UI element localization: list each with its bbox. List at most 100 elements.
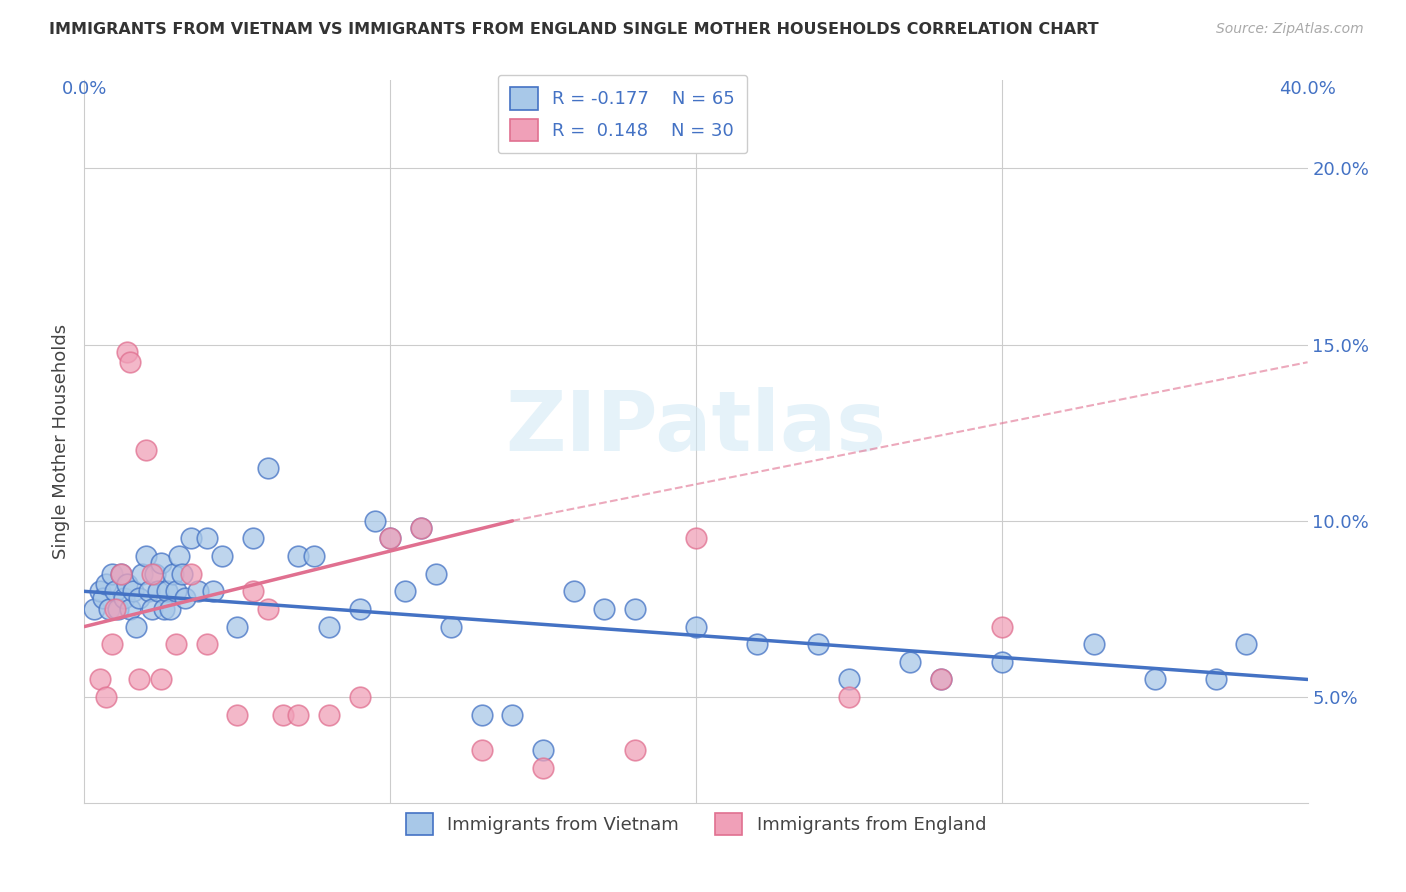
Point bbox=[1236, 637, 1258, 651]
Point bbox=[174, 591, 197, 606]
Point bbox=[110, 566, 132, 581]
Point bbox=[257, 461, 280, 475]
Point bbox=[195, 637, 218, 651]
Point bbox=[349, 602, 371, 616]
Point bbox=[149, 556, 172, 570]
Text: IMMIGRANTS FROM VIETNAM VS IMMIGRANTS FROM ENGLAND SINGLE MOTHER HOUSEHOLDS CORR: IMMIGRANTS FROM VIETNAM VS IMMIGRANTS FR… bbox=[49, 22, 1099, 37]
Text: ZIPatlas: ZIPatlas bbox=[506, 386, 886, 467]
Point bbox=[91, 591, 114, 606]
Point bbox=[101, 566, 124, 581]
Point bbox=[624, 743, 647, 757]
Text: 40.0%: 40.0% bbox=[1279, 80, 1336, 98]
Point bbox=[165, 584, 187, 599]
Point bbox=[898, 655, 921, 669]
Point bbox=[94, 577, 117, 591]
Point bbox=[167, 549, 190, 563]
Point bbox=[153, 602, 176, 616]
Point bbox=[807, 637, 830, 651]
Point bbox=[409, 521, 432, 535]
Point bbox=[257, 602, 280, 616]
Point bbox=[380, 532, 402, 546]
Point bbox=[186, 584, 208, 599]
Point bbox=[271, 707, 294, 722]
Point bbox=[838, 673, 860, 687]
Point bbox=[195, 532, 218, 546]
Point bbox=[394, 584, 416, 599]
Point bbox=[929, 673, 952, 687]
Point bbox=[593, 602, 616, 616]
Point bbox=[143, 566, 166, 581]
Point bbox=[624, 602, 647, 616]
Point bbox=[115, 577, 138, 591]
Point bbox=[125, 619, 148, 633]
Point bbox=[104, 602, 127, 616]
Point bbox=[131, 566, 153, 581]
Point bbox=[226, 707, 249, 722]
Point bbox=[83, 602, 105, 616]
Point bbox=[318, 619, 340, 633]
Point bbox=[146, 584, 169, 599]
Point bbox=[838, 690, 860, 704]
Point bbox=[159, 602, 181, 616]
Point bbox=[685, 532, 707, 546]
Point bbox=[110, 566, 132, 581]
Point bbox=[112, 591, 135, 606]
Point bbox=[180, 532, 202, 546]
Point bbox=[287, 549, 309, 563]
Point bbox=[562, 584, 585, 599]
Point bbox=[1083, 637, 1105, 651]
Point bbox=[211, 549, 233, 563]
Point bbox=[172, 566, 194, 581]
Point bbox=[440, 619, 463, 633]
Y-axis label: Single Mother Households: Single Mother Households bbox=[52, 324, 70, 559]
Point bbox=[101, 637, 124, 651]
Point bbox=[135, 549, 157, 563]
Point bbox=[141, 566, 163, 581]
Point bbox=[318, 707, 340, 722]
Point bbox=[929, 673, 952, 687]
Point bbox=[115, 344, 138, 359]
Point bbox=[531, 760, 554, 774]
Point bbox=[135, 443, 157, 458]
Legend: Immigrants from Vietnam, Immigrants from England: Immigrants from Vietnam, Immigrants from… bbox=[396, 805, 995, 845]
Point bbox=[502, 707, 524, 722]
Point bbox=[242, 532, 264, 546]
Point bbox=[364, 514, 387, 528]
Point bbox=[1205, 673, 1227, 687]
Point bbox=[380, 532, 402, 546]
Point bbox=[471, 743, 494, 757]
Point bbox=[685, 619, 707, 633]
Point bbox=[107, 602, 129, 616]
Point bbox=[128, 673, 150, 687]
Point bbox=[991, 655, 1014, 669]
Point bbox=[97, 602, 120, 616]
Point bbox=[122, 584, 145, 599]
Point bbox=[180, 566, 202, 581]
Point bbox=[425, 566, 447, 581]
Point bbox=[991, 619, 1014, 633]
Point bbox=[94, 690, 117, 704]
Point bbox=[349, 690, 371, 704]
Text: 0.0%: 0.0% bbox=[62, 80, 107, 98]
Point bbox=[165, 637, 187, 651]
Point bbox=[287, 707, 309, 722]
Point bbox=[1143, 673, 1166, 687]
Point bbox=[138, 584, 160, 599]
Text: Source: ZipAtlas.com: Source: ZipAtlas.com bbox=[1216, 22, 1364, 37]
Point bbox=[89, 673, 111, 687]
Point bbox=[162, 566, 184, 581]
Point bbox=[471, 707, 494, 722]
Point bbox=[120, 602, 142, 616]
Point bbox=[531, 743, 554, 757]
Point bbox=[141, 602, 163, 616]
Point bbox=[104, 584, 127, 599]
Point bbox=[302, 549, 325, 563]
Point bbox=[156, 584, 179, 599]
Point bbox=[409, 521, 432, 535]
Point bbox=[242, 584, 264, 599]
Point bbox=[149, 673, 172, 687]
Point bbox=[120, 355, 142, 369]
Point bbox=[89, 584, 111, 599]
Point bbox=[747, 637, 769, 651]
Point bbox=[201, 584, 224, 599]
